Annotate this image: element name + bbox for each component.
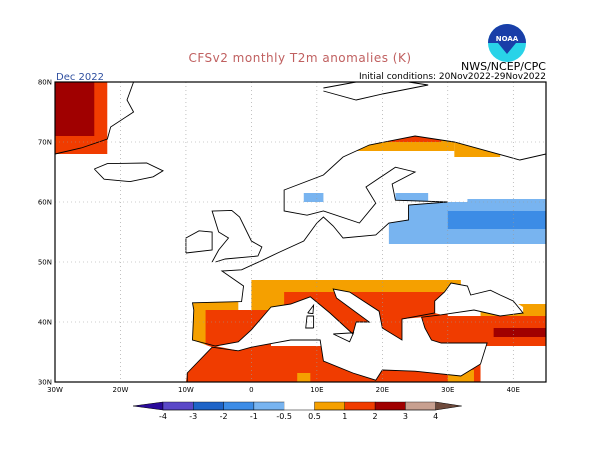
noaa-logo: NOAA	[488, 24, 526, 62]
map-title: CFSv2 monthly T2m anomalies (K)	[188, 51, 412, 65]
initial-conditions-label: Initial conditions: 20Nov2022-29Nov2022	[358, 72, 546, 82]
colorbar-tick-label: 0.5	[308, 412, 321, 421]
lon-tick-label: 0	[249, 386, 253, 394]
colorbar-tick-label: 2	[373, 412, 378, 421]
coastline	[307, 303, 315, 315]
anomaly-cell	[297, 373, 311, 382]
colorbar-bin	[405, 401, 436, 411]
lon-tick-label: 10W	[178, 386, 194, 394]
colorbar-tick-label: 1	[342, 412, 347, 421]
lat-tick-label: 50N	[38, 259, 52, 267]
lat-tick-label: 60N	[38, 199, 52, 207]
anomaly-cell	[74, 100, 88, 124]
colorbar-bin	[314, 401, 345, 411]
anomaly-cell	[447, 211, 546, 229]
anomaly-cell	[493, 328, 546, 337]
lat-tick-label: 40N	[38, 319, 52, 327]
colorbar: -4 -3 -2 -1 -0.5 0.5 1 2 3 4	[132, 401, 462, 421]
sea-mask	[185, 210, 262, 262]
coastlines	[54, 81, 547, 382]
lat-tick-label: 30N	[38, 379, 52, 387]
colorbar-tick-label: -0.5	[276, 412, 292, 421]
coastline	[186, 135, 547, 382]
coastline	[305, 315, 315, 329]
colorbar-tick-label: -1	[250, 412, 258, 421]
coastline	[333, 332, 355, 343]
sea-mask	[55, 82, 546, 382]
colorbar-bin	[253, 401, 285, 411]
sea-mask	[434, 283, 524, 316]
lat-tick-label: 70N	[38, 139, 52, 147]
lon-tick-label: 40E	[507, 386, 520, 394]
map-frame	[54, 81, 547, 383]
colorbar-bin	[193, 401, 224, 411]
lat-tick-label: 80N	[38, 79, 52, 87]
colorbar-tick-label: -4	[159, 412, 167, 421]
anomaly-cell	[467, 199, 546, 211]
coastline	[185, 230, 213, 254]
colorbar-bin	[344, 401, 376, 411]
lon-tick-label: 20E	[376, 386, 389, 394]
anomaly-cell	[395, 193, 429, 202]
svg-text:NOAA: NOAA	[496, 35, 519, 43]
colorbar-bin	[284, 402, 315, 410]
colorbar-tick-label: 3	[403, 412, 408, 421]
colorbar-high-arrow	[435, 401, 462, 411]
colorbar-tick-label: -3	[189, 412, 197, 421]
valid-month-label: Dec 2022	[56, 72, 104, 83]
axis-ticks: 30W 20W 10W 0 10E 20E 30E 40E 30N 40N 50N 60N 70N 80N	[38, 79, 520, 395]
organization-label: NWS/NCEP/CPC	[461, 60, 546, 73]
colorbar-tick-label: -2	[220, 412, 228, 421]
anomaly-cell	[303, 193, 324, 202]
sea-mask	[215, 289, 488, 381]
lon-tick-label: 10E	[310, 386, 323, 394]
coastline	[93, 162, 164, 183]
colorbar-bin	[162, 401, 194, 411]
lon-tick-label: 30E	[441, 386, 454, 394]
water-masks	[55, 82, 546, 382]
coastline	[211, 209, 263, 263]
coastline	[54, 81, 135, 155]
colorbar-bin	[223, 401, 255, 411]
anomaly-cell	[382, 134, 442, 142]
lon-tick-label: 30W	[47, 386, 63, 394]
colorbar-low-arrow	[132, 401, 164, 411]
colorbar-bin	[374, 401, 406, 411]
lon-tick-label: 20W	[113, 386, 129, 394]
colorbar-tick-label: 4	[433, 412, 438, 421]
